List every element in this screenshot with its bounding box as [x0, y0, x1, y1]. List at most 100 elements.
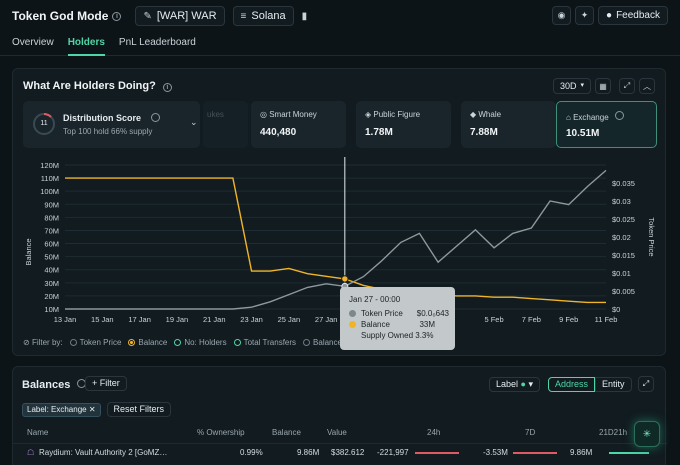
y-tick-label: 70M — [44, 226, 59, 235]
col-ownership[interactable]: % Ownership — [197, 428, 245, 437]
filter-row: ⊘ Filter by: Token Price Balance No: Hol… — [23, 338, 357, 347]
watch-icon[interactable]: ◉ — [552, 6, 572, 25]
public-figure-value: 1.78M — [365, 127, 393, 138]
row-7d: -3.53M — [483, 448, 508, 457]
y2-tick-label: $0 — [612, 305, 620, 314]
y2-axis-title: Token Price — [647, 217, 656, 256]
sparkle-icon: ✳ — [642, 428, 652, 440]
tooltip-row-balance: Balance 33M — [349, 320, 449, 329]
y-tick-label: 30M — [44, 279, 59, 288]
series-line-token-price — [65, 169, 607, 310]
active-filters: Label: Exchange ✕ Reset Filters — [22, 402, 172, 417]
toggle-dot-icon — [69, 339, 77, 346]
pin-icon[interactable]: ✦ — [575, 6, 595, 25]
x-tick-label: 19 Jan — [166, 315, 189, 324]
label-filter-tag[interactable]: Label: Exchange ✕ — [22, 402, 101, 417]
col-24h[interactable]: 24h — [427, 428, 441, 437]
row-balance: 9.86M — [297, 448, 320, 457]
toggle-dot-icon — [303, 339, 311, 346]
partial-card[interactable]: ukes — [203, 101, 248, 148]
info-icon[interactable]: i — [112, 11, 122, 21]
exchange-card[interactable]: ⌂ Exchange 10.51M — [556, 101, 657, 148]
partial-card-label: ukes — [207, 110, 224, 119]
row-24h: -221,997 — [377, 448, 409, 457]
tooltip-balance-label: Balance — [361, 320, 390, 329]
expand-icon[interactable]: ⤢ — [619, 78, 635, 94]
col-value[interactable]: Value — [327, 428, 347, 437]
solana-icon: ≡ — [240, 10, 247, 22]
info-icon[interactable] — [151, 113, 160, 122]
tab-pnl-leaderboard[interactable]: PnL Leaderboard — [118, 37, 196, 48]
add-filter-button[interactable]: + Filter — [85, 376, 127, 391]
distribution-subtitle: Top 100 hold 66% supply — [63, 127, 153, 136]
price-dot-icon — [349, 310, 356, 317]
info-icon[interactable]: i — [162, 83, 172, 92]
row-name: Raydium: Vault Authority 2 [GoMZ… — [39, 448, 168, 457]
tooltip-row-price: Token Price $0.0₀643 — [349, 309, 449, 318]
whale-card[interactable]: ◆ Whale 7.88M — [461, 101, 556, 148]
row-ownership: 0.99% — [240, 448, 263, 457]
filter-balance[interactable]: Balance — [128, 338, 167, 347]
tooltip-price-label: Token Price — [361, 309, 403, 318]
public-figure-card[interactable]: ◈ Public Figure 1.78M — [356, 101, 451, 148]
y-tick-label: 90M — [44, 200, 59, 209]
col-21d[interactable]: 21D21h — [599, 428, 628, 437]
tab-overview[interactable]: Overview — [12, 37, 54, 48]
pencil-icon: ✎ — [143, 10, 152, 22]
smart-money-card[interactable]: ◎ Smart Money 440,480 — [251, 101, 346, 148]
copy-icon[interactable]: ▮ — [301, 10, 308, 22]
distribution-gauge-icon — [33, 113, 55, 135]
y2-tick-label: $0.025 — [612, 215, 635, 224]
x-tick-label: 25 Jan — [278, 315, 301, 324]
token-chip[interactable]: ✎ [WAR] WAR — [135, 6, 225, 26]
page-title: Token God Mode — [12, 9, 109, 23]
x-tick-label: 15 Jan — [91, 315, 114, 324]
expand-icon[interactable]: ⤢ — [638, 376, 654, 392]
y2-tick-label: $0.02 — [612, 233, 631, 242]
collapse-icon[interactable]: ︿ — [639, 78, 655, 94]
col-7d[interactable]: 7D — [525, 428, 536, 437]
whale-label: ◆ Whale — [470, 110, 502, 119]
y2-tick-label: $0.035 — [612, 179, 635, 188]
smart-money-label: ◎ Smart Money — [260, 110, 317, 119]
row-value: $382.612 — [331, 448, 365, 457]
chain-chip-label: Solana — [251, 10, 286, 22]
x-tick-label: 11 Feb — [595, 315, 618, 324]
address-toggle[interactable]: Address — [548, 377, 596, 392]
filter-holders[interactable]: No: Holders — [174, 338, 227, 347]
x-tick-label: 9 Feb — [559, 315, 578, 324]
filter-total-transfers[interactable]: Total Transfers — [233, 338, 296, 347]
y2-tick-label: $0.03 — [612, 197, 631, 206]
token-chip-label: [WAR] WAR — [156, 10, 217, 22]
col-name[interactable]: Name — [27, 428, 49, 437]
x-tick-label: 7 Feb — [522, 315, 541, 324]
info-icon — [614, 111, 624, 120]
change-bar-7d — [513, 452, 557, 454]
top-bar: Token God Mode i ✎ [WAR] WAR ≡ Solana ▮ … — [0, 0, 680, 32]
calendar-icon[interactable]: ▦ — [595, 78, 611, 94]
public-figure-label: ◈ Public Figure — [365, 110, 421, 119]
row-21d: 9.86M — [570, 448, 593, 457]
distribution-score-card[interactable]: 11 Distribution Score Top 100 hold 66% s… — [23, 101, 200, 148]
reset-filters-button[interactable]: Reset Filters — [106, 402, 172, 417]
balance-dot-icon — [349, 321, 356, 328]
x-tick-label: 17 Jan — [128, 315, 151, 324]
toggle-dot-icon — [233, 339, 241, 346]
assistant-button[interactable]: ✳ — [634, 421, 660, 447]
x-tick-label: 5 Feb — [484, 315, 503, 324]
range-dropdown[interactable]: 30D ▾ — [552, 78, 591, 94]
tooltip-price-value: $0.0₀643 — [416, 309, 449, 318]
feedback-button[interactable]: ● Feedback — [598, 6, 668, 25]
label-dropdown[interactable]: Label ● ▾ — [489, 377, 541, 392]
chevron-down-icon: ▾ — [580, 82, 584, 89]
filter-token-price[interactable]: Token Price — [69, 338, 121, 347]
table-row[interactable]: ☖ Raydium: Vault Authority 2 [GoMZ… 0.99… — [13, 443, 667, 459]
filter-balance-change[interactable]: Balance C — [303, 338, 350, 347]
chain-chip[interactable]: ≡ Solana — [232, 6, 294, 26]
chevron-down-icon[interactable]: ⌄ — [190, 117, 198, 127]
tab-holders[interactable]: Holders — [67, 32, 105, 56]
x-tick-label: 23 Jan — [240, 315, 263, 324]
tooltip-date: Jan 27 - 00:00 — [349, 295, 401, 304]
entity-toggle[interactable]: Entity — [595, 377, 632, 392]
col-balance[interactable]: Balance — [272, 428, 301, 437]
